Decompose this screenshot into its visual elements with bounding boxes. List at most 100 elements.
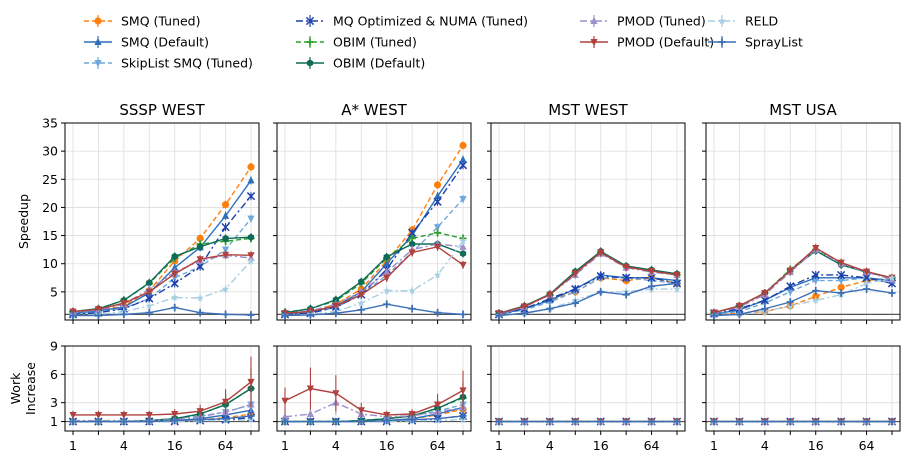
- series-line: [713, 248, 893, 314]
- data-point: [433, 270, 442, 279]
- legend-label: OBIM (Default): [333, 56, 425, 71]
- legend-entry[interactable]: SkipList SMQ (Tuned): [84, 56, 253, 71]
- data-point: [94, 306, 103, 314]
- series-spraylist: [69, 412, 255, 426]
- data-point: [862, 285, 871, 293]
- legend-label: SprayList: [745, 35, 803, 50]
- legend-entry[interactable]: SMQ (Tuned): [84, 14, 201, 29]
- data-point: [433, 401, 442, 409]
- data-point: [459, 155, 467, 163]
- data-point: [247, 256, 255, 265]
- data-point: [281, 417, 289, 426]
- data-point: [357, 407, 365, 415]
- series-line: [284, 145, 464, 314]
- x-tick-label: 1: [281, 438, 289, 453]
- data-point: [281, 311, 289, 320]
- data-point: [433, 181, 442, 189]
- data-point: [145, 417, 153, 426]
- series-obim-default-: [69, 233, 255, 316]
- data-point: [145, 411, 153, 420]
- data-point: [171, 304, 179, 312]
- y-tick-label: 1: [50, 414, 58, 429]
- series-line: [498, 251, 678, 314]
- legend-entry[interactable]: MQ Optimized & NUMA (Tuned): [296, 14, 528, 29]
- axes-frame: [490, 345, 686, 432]
- series-line: [73, 415, 252, 423]
- data-point: [459, 242, 467, 250]
- data-point: [383, 274, 391, 282]
- y-tick-label: 10: [42, 256, 58, 271]
- data-point: [171, 252, 178, 260]
- series-spraylist: [69, 303, 255, 320]
- data-point: [221, 398, 230, 406]
- legend-entry[interactable]: OBIM (Default): [296, 56, 425, 71]
- data-point: [221, 310, 230, 318]
- data-point: [170, 293, 179, 301]
- series-line: [73, 306, 252, 317]
- legend-entry[interactable]: RELD: [708, 14, 778, 29]
- legend-label: PMOD (Default): [617, 35, 714, 50]
- series-line: [72, 236, 252, 313]
- data-point: [145, 294, 154, 303]
- data-point: [433, 191, 442, 200]
- data-point: [520, 309, 529, 317]
- data-point: [673, 285, 681, 293]
- data-point: [357, 417, 365, 426]
- data-point: [196, 408, 204, 416]
- series-line: [72, 166, 252, 314]
- series-line: [285, 415, 464, 423]
- data-point: [357, 291, 365, 299]
- data-point: [145, 288, 153, 297]
- series-mq-optimized-numa-tuned-: [709, 270, 897, 318]
- data-point: [786, 298, 794, 306]
- data-point: [571, 270, 579, 278]
- legend-entry[interactable]: SMQ (Default): [84, 35, 209, 50]
- data-point: [358, 278, 365, 286]
- y-tick-label: 15: [42, 228, 58, 243]
- legend-swatch-marker: [94, 17, 102, 25]
- series-line: [72, 260, 252, 317]
- data-point: [196, 309, 204, 317]
- legend-entry[interactable]: PMOD (Default): [580, 35, 714, 50]
- series-spraylist: [710, 285, 896, 320]
- data-point: [332, 296, 339, 304]
- data-point: [495, 311, 503, 320]
- series-smq-default-: [281, 155, 467, 318]
- data-point: [837, 417, 845, 426]
- data-point: [246, 192, 256, 201]
- data-point: [837, 289, 845, 297]
- data-point: [247, 233, 255, 241]
- legend-swatch-marker: [94, 37, 102, 45]
- data-point: [332, 390, 340, 398]
- data-point: [786, 282, 795, 291]
- data-point: [247, 378, 255, 387]
- series-line: [72, 218, 252, 315]
- data-point: [383, 411, 391, 420]
- data-point: [647, 417, 656, 426]
- legend-swatch-marker: [718, 38, 726, 46]
- series-line: [72, 254, 252, 313]
- data-point: [196, 256, 204, 264]
- data-point: [221, 246, 230, 254]
- legend-label: SMQ (Tuned): [121, 14, 201, 29]
- y-axis-label-line: Increase: [23, 362, 38, 415]
- data-point: [196, 294, 204, 302]
- series-skiplist-smq-tuned-: [281, 194, 467, 319]
- data-point: [761, 417, 769, 426]
- data-point: [520, 303, 529, 311]
- series-line: [713, 247, 893, 314]
- data-point: [196, 262, 205, 271]
- series-line: [713, 277, 893, 317]
- data-point: [221, 201, 230, 209]
- legend-entry[interactable]: OBIM (Tuned): [296, 35, 417, 50]
- x-tick-label: 4: [546, 438, 554, 453]
- legend-entry[interactable]: PMOD (Tuned): [580, 14, 706, 29]
- data-point: [171, 263, 179, 271]
- data-point: [197, 243, 204, 251]
- data-point: [459, 141, 467, 150]
- legend-entry[interactable]: SprayList: [708, 35, 803, 50]
- data-point: [888, 289, 896, 297]
- chart-panel: A* WEST: [273, 101, 472, 324]
- series-spraylist: [281, 412, 467, 426]
